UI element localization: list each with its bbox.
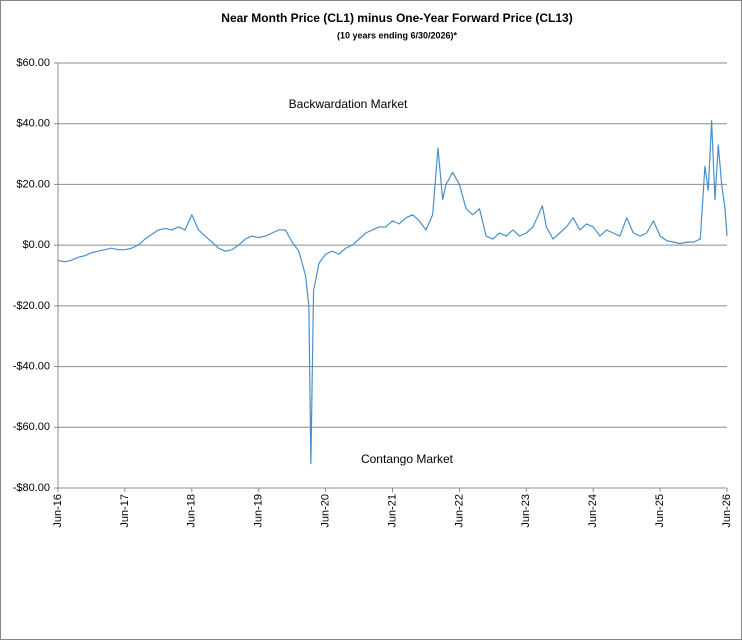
x-tick-label: Jun-19	[253, 494, 265, 528]
annotation: Contango Market	[361, 452, 454, 466]
x-tick-label: Jun-17	[119, 494, 131, 528]
x-tick-label: Jun-18	[186, 494, 198, 528]
annotation: Backwardation Market	[289, 97, 408, 111]
x-tick-label: Jun-21	[386, 494, 398, 528]
x-tick-label: Jun-25	[654, 494, 666, 528]
y-tick-label: $0.00	[22, 239, 50, 251]
y-tick-label: $40.00	[16, 118, 50, 130]
y-tick-label: -$40.00	[13, 360, 50, 372]
chart-title: Near Month Price (CL1) minus One-Year Fo…	[221, 11, 572, 25]
x-tick-label: Jun-22	[453, 494, 465, 528]
x-tick-label: Jun-26	[721, 494, 733, 528]
y-tick-label: -$20.00	[13, 300, 50, 312]
y-tick-label: $60.00	[16, 57, 50, 69]
chart-subtitle: (10 years ending 6/30/2026)*	[337, 30, 458, 40]
series-line	[57, 120, 728, 465]
y-tick-label: -$60.00	[13, 421, 50, 433]
x-tick-label: Jun-23	[520, 494, 532, 528]
x-tick-label: Jun-20	[320, 494, 332, 528]
y-tick-label: $20.00	[16, 178, 50, 190]
y-tick-label: -$80.00	[13, 482, 50, 494]
x-tick-label: Jun-24	[587, 494, 599, 528]
x-tick-label: Jun-16	[52, 494, 64, 528]
